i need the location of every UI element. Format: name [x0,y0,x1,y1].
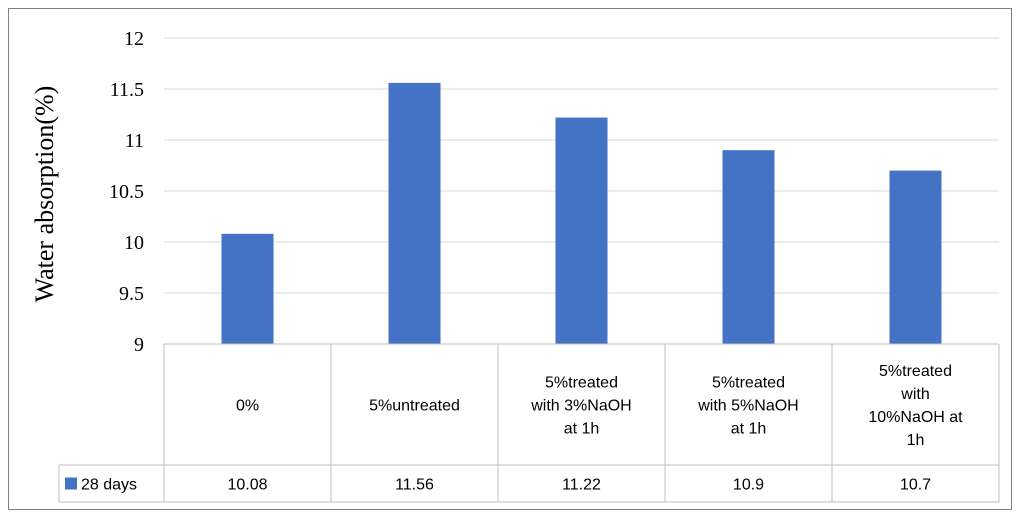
bar [221,233,274,344]
chart-frame: 9 9.5 10 10.5 11 11.5 12 Water absorption(%) 0… [8,8,1012,510]
data-table: 0% 5%untreated 5%treated with 3%NaOH at 1h 5%… [58,343,1000,503]
y-tick-label: 10 [124,232,144,254]
data-value: 11.56 [395,477,434,494]
bars [221,82,942,344]
category-label: 5%treated with 3%NaOH at 1h [530,375,631,438]
bar [555,117,608,344]
y-axis-label: Water absorption(%) [30,86,59,303]
y-tick-label: 9 [134,334,144,356]
bar [388,82,441,344]
bar [889,170,942,344]
y-tick-label: 9.5 [119,283,144,305]
legend-label: 28 days [81,477,137,494]
y-tick-label: 11.5 [110,79,144,101]
category-label: 5%treated with 5%NaOH at 1h [697,375,798,438]
data-value: 11.22 [562,477,601,494]
bar [722,150,775,344]
y-axis-ticks: 9 9.5 10 10.5 11 11.5 12 [109,28,144,356]
legend-swatch [65,477,77,490]
category-label: 5%treated with 10%NaOH at 1h [868,363,963,449]
y-tick-label: 10.5 [109,181,144,203]
category-label: 0% [236,398,259,415]
y-tick-label: 12 [124,28,144,50]
category-label: 5%untreated [369,398,460,415]
data-value: 10.08 [227,477,267,494]
y-tick-label: 11 [125,130,144,152]
data-value: 10.7 [900,477,931,494]
data-value: 10.9 [733,477,764,494]
water-absorption-chart: 9 9.5 10 10.5 11 11.5 12 Water absorption(%) 0… [30,28,1000,503]
